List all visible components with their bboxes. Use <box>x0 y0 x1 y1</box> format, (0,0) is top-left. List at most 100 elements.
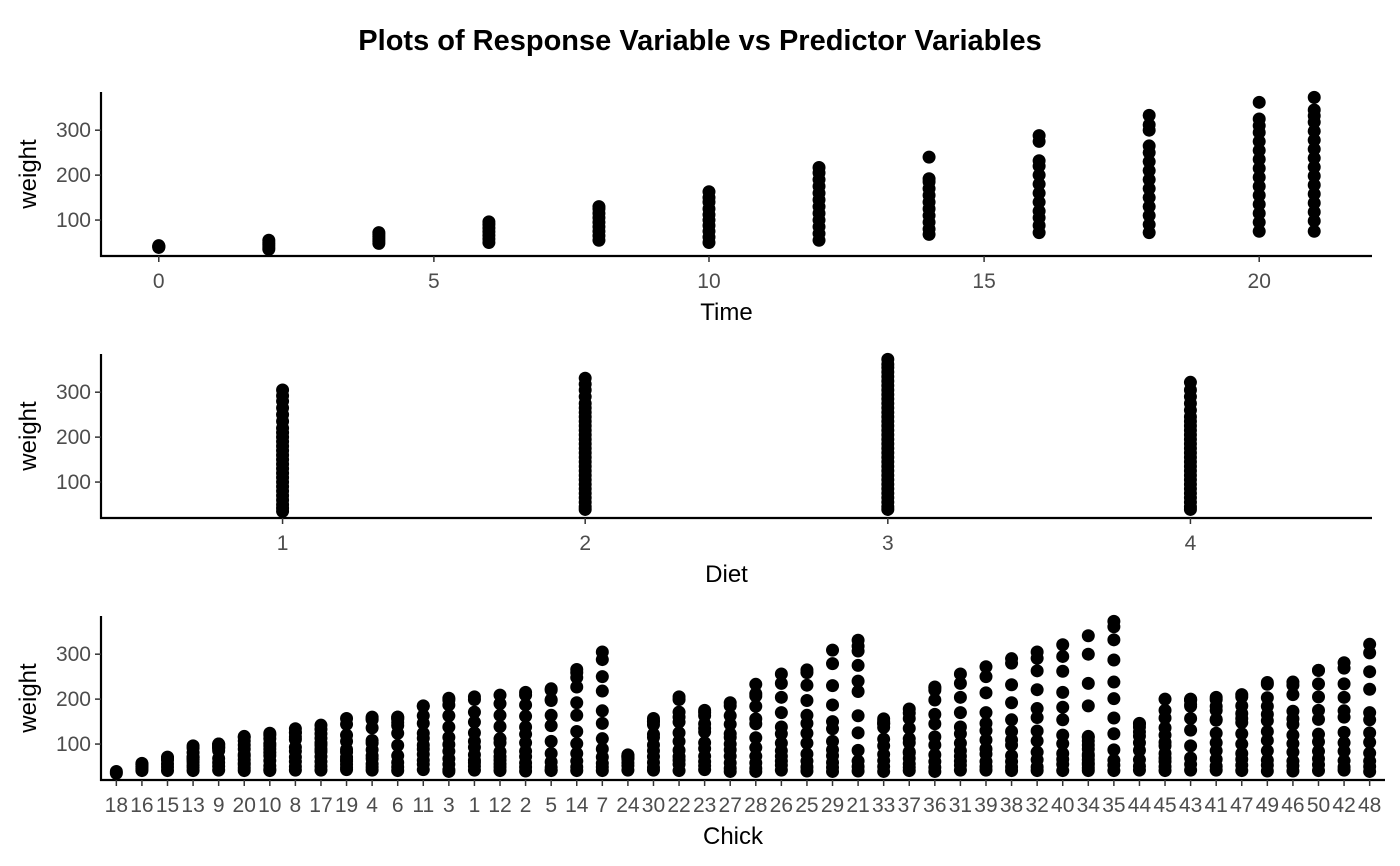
data-point <box>1311 712 1325 726</box>
data-point <box>1363 726 1377 740</box>
y-axis-title: weight <box>15 663 42 734</box>
x-tick-label: 6 <box>392 794 404 817</box>
data-point <box>1005 652 1019 666</box>
data-point <box>1081 729 1095 743</box>
data-point <box>1209 713 1223 727</box>
data-point <box>1184 739 1198 753</box>
data-point <box>979 733 993 747</box>
data-point <box>774 736 788 750</box>
data-point <box>749 687 763 701</box>
x-tick-label: 1 <box>277 532 289 555</box>
x-tick-label: 37 <box>898 794 921 817</box>
data-point <box>800 726 814 740</box>
x-tick-label: 2 <box>579 532 591 555</box>
data-point <box>1337 690 1351 704</box>
data-point <box>416 709 430 723</box>
x-tick-label: 16 <box>130 794 153 817</box>
data-point <box>276 383 290 397</box>
data-point <box>1307 169 1321 183</box>
x-tick-label: 34 <box>1077 794 1101 817</box>
data-point <box>1307 214 1321 228</box>
data-point <box>595 704 609 718</box>
data-point <box>749 712 763 726</box>
data-point <box>800 663 814 677</box>
data-point <box>1030 724 1044 738</box>
data-point <box>826 679 840 693</box>
x-tick-label: 18 <box>105 794 128 817</box>
x-tick-label: 5 <box>545 794 557 817</box>
data-point <box>1184 751 1198 765</box>
data-point <box>902 732 916 746</box>
data-point <box>953 736 967 750</box>
x-tick-label: 27 <box>719 794 742 817</box>
data-point <box>826 657 840 671</box>
data-point <box>1235 737 1249 751</box>
data-point <box>1363 665 1377 679</box>
x-tick-label: 3 <box>882 532 894 555</box>
data-point <box>519 720 533 734</box>
data-point <box>1032 129 1046 143</box>
data-point <box>1142 118 1156 132</box>
x-tick-label: 49 <box>1256 794 1279 817</box>
x-tick-label: 33 <box>872 794 895 817</box>
y-tick-label: 300 <box>56 119 91 142</box>
data-point <box>774 667 788 681</box>
data-point <box>391 738 405 752</box>
x-tick-label: 10 <box>697 270 720 293</box>
data-point <box>263 726 277 740</box>
data-point <box>877 732 891 746</box>
data-point <box>416 699 430 713</box>
data-point <box>800 747 814 761</box>
data-point <box>519 709 533 723</box>
data-point <box>1209 736 1223 750</box>
data-point <box>979 686 993 700</box>
data-point <box>1307 142 1321 156</box>
x-tick-label: 22 <box>667 794 690 817</box>
data-point <box>442 691 456 705</box>
x-tick-label: 15 <box>972 270 995 293</box>
x-tick-label: 40 <box>1051 794 1074 817</box>
data-point <box>1056 664 1070 678</box>
data-point <box>1030 711 1044 725</box>
data-point <box>1260 691 1274 705</box>
panel-diet: 100 200 300 1 2 3 4 Diet weight <box>15 352 1372 588</box>
data-point <box>698 736 712 750</box>
data-point <box>723 696 737 710</box>
data-point <box>1252 179 1266 193</box>
data-point <box>578 371 592 385</box>
x-tick-label: 20 <box>233 794 256 817</box>
data-point <box>1030 645 1044 659</box>
data-point <box>595 716 609 730</box>
data-point <box>1107 614 1121 628</box>
data-point <box>672 690 686 704</box>
data-point <box>774 706 788 720</box>
data-point <box>826 734 840 748</box>
data-point <box>416 726 430 740</box>
data-point <box>1363 706 1377 720</box>
data-point <box>646 715 660 729</box>
data-point <box>928 730 942 744</box>
data-point <box>1032 177 1046 191</box>
data-point <box>1032 204 1046 218</box>
data-point <box>1032 154 1046 168</box>
data-point <box>800 736 814 750</box>
data-point <box>902 702 916 716</box>
x-tick-label: 32 <box>1025 794 1048 817</box>
data-point <box>595 732 609 746</box>
data-point <box>391 749 405 763</box>
x-tick-label: 14 <box>565 794 589 817</box>
data-point <box>749 731 763 745</box>
data-point <box>595 684 609 698</box>
data-point <box>1286 754 1300 768</box>
x-tick-label: 50 <box>1307 794 1330 817</box>
data-point <box>1030 734 1044 748</box>
data-point <box>1235 746 1249 760</box>
data-point <box>544 719 558 733</box>
data-point <box>544 682 558 696</box>
data-point <box>812 160 826 174</box>
data-point <box>953 706 967 720</box>
data-point <box>877 716 891 730</box>
data-point <box>979 706 993 720</box>
data-point <box>570 662 584 676</box>
